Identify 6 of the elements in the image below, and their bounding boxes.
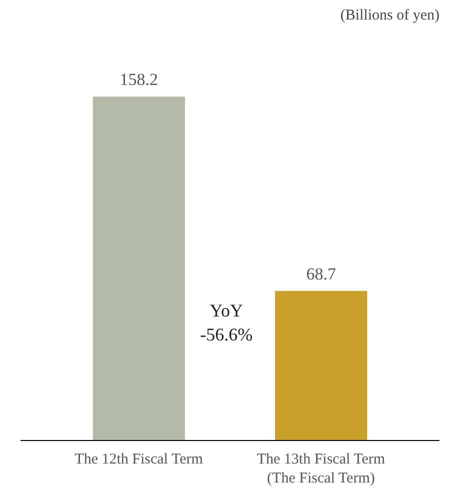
x-tick-label: The 13th Fiscal Term (The Fiscal Term) <box>256 452 386 487</box>
data-label: 158.2 <box>120 70 158 90</box>
data-label: 68.7 <box>306 264 336 284</box>
chart-subtitle: (Billions of yen) <box>340 8 440 24</box>
annotation: YoY -56.6% <box>200 300 253 344</box>
x-tick-label: The 12th Fiscal Term <box>74 452 204 468</box>
